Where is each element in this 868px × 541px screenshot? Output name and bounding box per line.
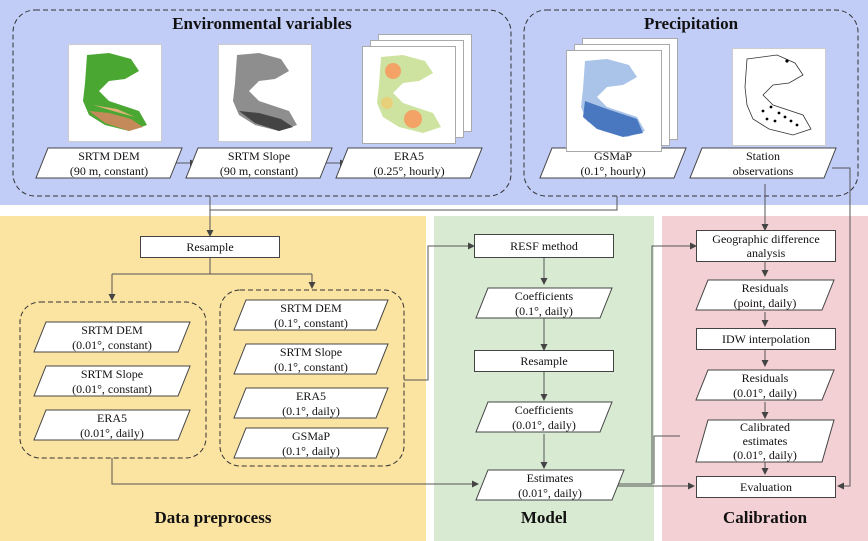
left-srtm-slope-label: SRTM Slope (0.01°, constant) xyxy=(72,367,152,396)
srtm-slope-map-image xyxy=(218,44,312,142)
resample-box-model: Resample xyxy=(474,350,614,372)
left-era5-label: ERA5 (0.01°, daily) xyxy=(80,411,144,440)
precipitation-title: Precipitation xyxy=(643,14,739,33)
estimates-label: Estimates (0.01°, daily) xyxy=(518,471,582,500)
gsmap-map-image xyxy=(566,50,662,152)
data-preprocess-title: Data preprocess xyxy=(154,508,272,527)
station-map-image xyxy=(732,48,826,146)
env-variables-title: Environmental variables xyxy=(172,14,352,33)
model-title: Model xyxy=(520,508,568,527)
right-era5-label: ERA5 (0.1°, daily) xyxy=(282,389,340,418)
geographic-difference-box: Geographic difference analysis xyxy=(696,230,836,262)
calibrated-estimates-label: Calibrated estimates (0.01°, daily) xyxy=(733,420,797,462)
residuals-point-label: Residuals (point, daily) xyxy=(733,281,797,310)
srtm-dem-90m-label: SRTM DEM (90 m, constant) xyxy=(69,149,149,178)
gsmap-hourly-label: GSMaP (0.1°, hourly) xyxy=(580,149,646,178)
coefficients-01-label: Coefficients (0.1°, daily) xyxy=(514,289,574,318)
right-srtm-dem-label: SRTM DEM (0.1°, constant) xyxy=(274,301,348,330)
evaluation-box: Evaluation xyxy=(696,476,836,498)
calibration-title: Calibration xyxy=(722,508,808,527)
left-srtm-dem-label: SRTM DEM (0.01°, constant) xyxy=(72,323,152,352)
station-observations-label: Station observations xyxy=(732,149,794,178)
right-srtm-slope-label: SRTM Slope (0.1°, constant) xyxy=(274,345,348,374)
era5-025-label: ERA5 (0.25°, hourly) xyxy=(373,149,445,178)
coefficients-001-label: Coefficients (0.01°, daily) xyxy=(512,403,576,432)
srtm-slope-90m-label: SRTM Slope (90 m, constant) xyxy=(219,149,299,178)
residuals-001-label: Residuals (0.01°, daily) xyxy=(733,371,797,400)
era5-map-image xyxy=(362,46,456,144)
resf-method-box: RESF method xyxy=(474,234,614,258)
srtm-dem-map-image xyxy=(68,44,162,142)
resample-box-preprocess: Resample xyxy=(140,236,280,258)
idw-interpolation-box: IDW interpolation xyxy=(696,328,836,350)
right-gsmap-label: GSMaP (0.1°, daily) xyxy=(282,429,340,458)
